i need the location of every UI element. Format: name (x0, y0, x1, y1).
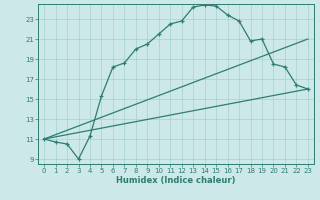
X-axis label: Humidex (Indice chaleur): Humidex (Indice chaleur) (116, 176, 236, 185)
